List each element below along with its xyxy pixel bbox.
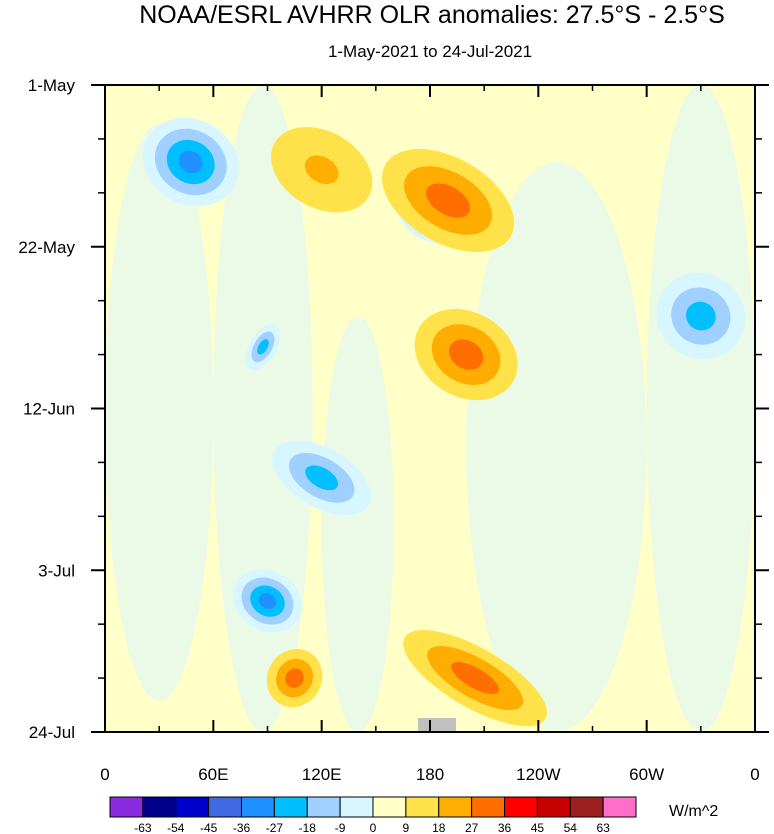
colorbar-swatch — [504, 796, 538, 818]
colorbar-swatch — [602, 796, 637, 818]
colorbar-tick-label: 54 — [564, 821, 578, 834]
colorbar-swatch — [471, 796, 505, 818]
colorbar-swatch — [372, 796, 407, 818]
colorbar-tick-label: -54 — [167, 821, 185, 834]
x-tick-label: 60E — [198, 765, 228, 784]
colorbar-tick-label: 45 — [531, 821, 545, 834]
colorbar-tick-label: 63 — [596, 821, 610, 834]
field-band — [105, 123, 214, 702]
colorbar-swatch — [241, 796, 275, 818]
negative-anomaly-patch — [686, 301, 716, 331]
x-tick-label: 0 — [100, 765, 109, 784]
colorbar-tick-label: -45 — [200, 821, 218, 834]
field-band — [466, 162, 647, 732]
missing-data-patch — [418, 718, 456, 732]
colorbar-tick-label: 9 — [403, 821, 410, 834]
field-band — [213, 85, 313, 732]
x-tick-label: 0 — [750, 765, 759, 784]
colorbar-swatch — [339, 796, 374, 818]
colorbar-swatch — [109, 796, 144, 818]
colorbar-swatch — [273, 796, 308, 818]
colorbar-tick-label: 0 — [370, 821, 377, 834]
negative-anomaly-patch — [178, 150, 203, 174]
colorbar-tick-label: -18 — [299, 821, 317, 834]
chart-subtitle: 1-May-2021 to 24-Jul-2021 — [328, 42, 532, 61]
positive-anomaly-patch — [448, 339, 484, 370]
colorbar-swatch — [569, 796, 604, 818]
x-tick-label: 120W — [516, 765, 560, 784]
x-tick-label: 180 — [416, 765, 444, 784]
colorbar-tick-label: -36 — [233, 821, 251, 834]
colorbar-units: W/m^2 — [669, 803, 718, 820]
colorbar-swatch — [536, 796, 571, 818]
x-tick-label: 120E — [302, 765, 342, 784]
negative-anomaly-patch — [305, 465, 339, 491]
y-tick-label: 1-May — [28, 76, 76, 95]
anomaly-field — [105, 85, 755, 732]
plot-area — [104, 84, 756, 733]
colorbar-swatch — [175, 796, 210, 818]
colorbar-tick-label: -27 — [266, 821, 284, 834]
negative-anomaly-patch — [257, 339, 269, 355]
positive-anomaly-patch — [451, 662, 500, 695]
positive-anomaly-patch — [304, 155, 339, 184]
colorbar-tick-label: -9 — [335, 821, 346, 834]
field-band — [321, 316, 394, 732]
x-axis: 0 60E 120E 180 120W 60W 0 — [100, 85, 760, 784]
colorbar-swatch — [438, 796, 473, 818]
colorbar-tick-label: 36 — [498, 821, 512, 834]
chart-title: NOAA/ESRL AVHRR OLR anomalies: 27.5°S - … — [139, 1, 725, 29]
y-tick-label: 3-Jul — [38, 561, 75, 580]
y-tick-label: 12-Jun — [23, 400, 75, 419]
colorbar: -63 -54 -45 -36 -27 -18 -9 0 9 18 27 36 45 54 63 — [109, 796, 637, 834]
positive-anomaly-patch — [426, 183, 471, 218]
colorbar-tick-label: -63 — [134, 821, 152, 834]
colorbar-tick-label: 18 — [432, 821, 446, 834]
y-axis: 1-May 22-May 12-Jun 3-Jul 24-Jul — [18, 76, 769, 742]
colorbar-swatch — [208, 796, 242, 818]
positive-anomaly-patch — [285, 668, 304, 688]
colorbar-tick-label: 27 — [465, 821, 479, 834]
colorbar-swatch — [405, 796, 440, 818]
field-band — [646, 85, 755, 732]
colorbar-swatch — [142, 796, 177, 818]
y-tick-label: 22-May — [18, 238, 75, 257]
negative-anomaly-patch — [258, 593, 277, 609]
y-tick-label: 24-Jul — [29, 723, 75, 742]
x-tick-label: 60W — [629, 765, 664, 784]
colorbar-swatch — [306, 796, 341, 818]
